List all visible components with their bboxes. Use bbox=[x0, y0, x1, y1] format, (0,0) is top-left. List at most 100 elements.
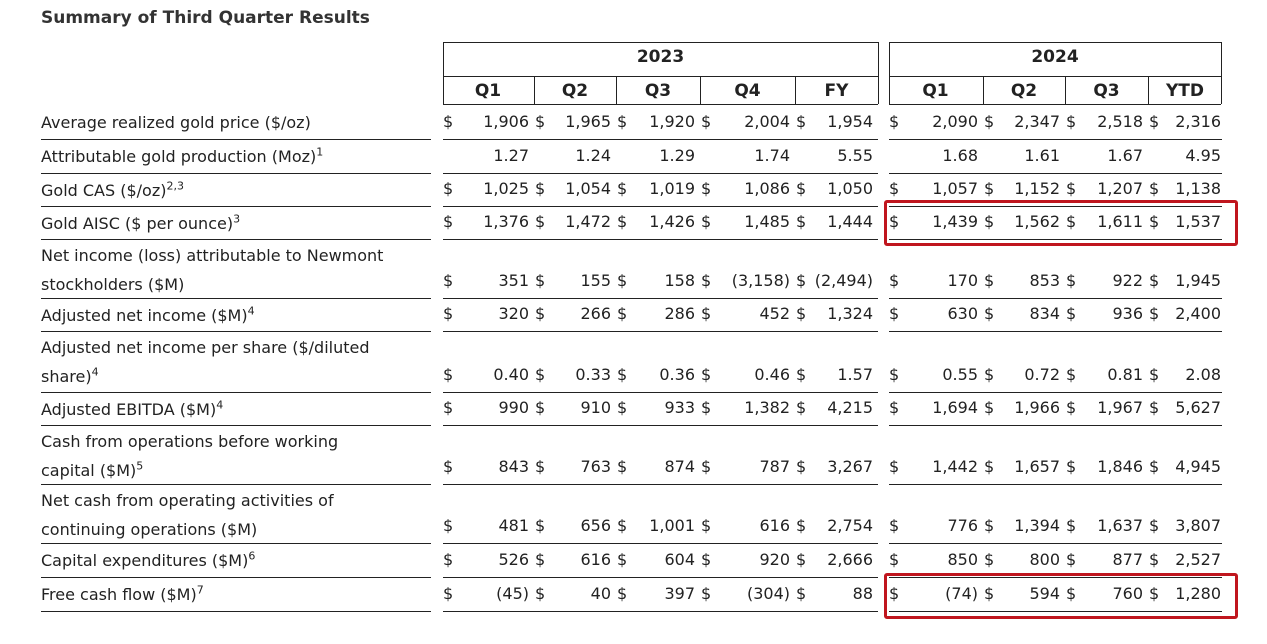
cell-value: 1.67 bbox=[1107, 146, 1143, 165]
header-top-border bbox=[443, 42, 878, 43]
row-label: Net cash from operating activities of con… bbox=[41, 486, 431, 544]
currency-symbol: $ bbox=[1066, 271, 1077, 290]
table-cell: $0.72 bbox=[984, 360, 1060, 389]
table-cell: $ (3,158) bbox=[701, 266, 790, 295]
cell-value: 1,057 bbox=[932, 179, 978, 198]
table-cell: $ (74) bbox=[889, 579, 978, 608]
cell-value: 266 bbox=[580, 304, 611, 323]
row-label-line: Net cash from operating activities of bbox=[41, 491, 334, 510]
row-divider bbox=[889, 173, 1222, 174]
cell-value: 0.72 bbox=[1024, 365, 1060, 384]
table-cell: $933 bbox=[617, 393, 695, 422]
cell-value: 922 bbox=[1112, 271, 1143, 290]
currency-symbol: $ bbox=[535, 179, 546, 198]
currency-symbol: $ bbox=[617, 179, 628, 198]
row-divider bbox=[41, 392, 431, 393]
row-divider bbox=[41, 173, 431, 174]
table-cell: $1,965 bbox=[535, 107, 611, 136]
row-label: Capital expenditures ($M)6 bbox=[41, 546, 431, 575]
cell-value: 1,394 bbox=[1014, 516, 1060, 535]
cell-value: (2,494) bbox=[814, 271, 873, 290]
table-cell: $5,627 bbox=[1149, 393, 1221, 422]
row-divider bbox=[889, 206, 1222, 207]
table-cell: $616 bbox=[701, 511, 790, 540]
table-cell: $2,004 bbox=[701, 107, 790, 136]
cell-value: 4,215 bbox=[827, 398, 873, 417]
cell-value: 776 bbox=[947, 516, 978, 535]
currency-symbol: $ bbox=[617, 398, 628, 417]
column-divider bbox=[616, 76, 617, 104]
table-cell: $1,444 bbox=[796, 207, 873, 236]
currency-symbol: $ bbox=[617, 112, 628, 131]
cell-value: 1.24 bbox=[575, 146, 611, 165]
cell-value: 320 bbox=[498, 304, 529, 323]
row-label: Adjusted EBITDA ($M)4 bbox=[41, 395, 431, 424]
cell-value: 1.61 bbox=[1024, 146, 1060, 165]
cell-value: 2.08 bbox=[1185, 365, 1221, 384]
table-cell: $920 bbox=[701, 545, 790, 574]
table-cell: $1,846 bbox=[1066, 452, 1143, 481]
currency-symbol: $ bbox=[617, 550, 628, 569]
row-label-line: Average realized gold price ($/oz) bbox=[41, 113, 311, 132]
cell-value: 1,439 bbox=[932, 212, 978, 231]
header-side-border bbox=[878, 42, 879, 104]
cell-value: 1,442 bbox=[932, 457, 978, 476]
currency-symbol: $ bbox=[443, 584, 454, 603]
header-side-border bbox=[1221, 42, 1222, 104]
footnote-marker: 7 bbox=[196, 583, 204, 597]
table-cell: $922 bbox=[1066, 266, 1143, 295]
cell-value: 1,920 bbox=[649, 112, 695, 131]
cell-value: 877 bbox=[1112, 550, 1143, 569]
row-divider bbox=[889, 298, 1222, 299]
table-cell: $1,472 bbox=[535, 207, 611, 236]
cell-value: 853 bbox=[1029, 271, 1060, 290]
column-header: Q1 bbox=[474, 81, 502, 101]
currency-symbol: $ bbox=[535, 457, 546, 476]
cell-value: 5,627 bbox=[1175, 398, 1221, 417]
currency-symbol: $ bbox=[701, 584, 712, 603]
row-divider bbox=[443, 331, 878, 332]
row-divider bbox=[41, 611, 431, 612]
currency-symbol: $ bbox=[984, 112, 995, 131]
currency-symbol: $ bbox=[1066, 550, 1077, 569]
cell-value: 40 bbox=[590, 584, 611, 603]
footnote-marker: 4 bbox=[216, 398, 224, 412]
cell-value: 2,754 bbox=[827, 516, 873, 535]
table-cell: $1,426 bbox=[617, 207, 695, 236]
table-cell: 1.67 bbox=[1066, 141, 1143, 170]
table-cell: $2.08 bbox=[1149, 360, 1221, 389]
table-cell: $0.33 bbox=[535, 360, 611, 389]
header-mid-border bbox=[443, 76, 878, 77]
currency-symbol: $ bbox=[984, 179, 995, 198]
table-cell: $1,537 bbox=[1149, 207, 1221, 236]
currency-symbol: $ bbox=[1066, 457, 1077, 476]
currency-symbol: $ bbox=[535, 516, 546, 535]
column-divider bbox=[1148, 76, 1149, 104]
table-cell: $1,001 bbox=[617, 511, 695, 540]
row-divider bbox=[41, 543, 431, 544]
table-cell: $763 bbox=[535, 452, 611, 481]
row-label-line: Attributable gold production (Moz)1 bbox=[41, 145, 324, 166]
currency-symbol: $ bbox=[443, 179, 454, 198]
table-cell: $40 bbox=[535, 579, 611, 608]
row-label-line: stockholders ($M) bbox=[41, 275, 185, 294]
currency-symbol: $ bbox=[984, 271, 995, 290]
row-divider bbox=[889, 239, 1222, 240]
table-cell: $2,527 bbox=[1149, 545, 1221, 574]
cell-value: 1,637 bbox=[1097, 516, 1143, 535]
column-header: YTD bbox=[1165, 81, 1205, 101]
table-cell: $2,316 bbox=[1149, 107, 1221, 136]
year-header: 2023 bbox=[636, 47, 685, 67]
table-cell: $1,637 bbox=[1066, 511, 1143, 540]
table-cell: $0.46 bbox=[701, 360, 790, 389]
highlight-fcf-2024 bbox=[884, 573, 1238, 619]
page-title: Summary of Third Quarter Results bbox=[41, 8, 370, 28]
row-divider bbox=[889, 484, 1222, 485]
row-label: Net income (loss) attributable to Newmon… bbox=[41, 241, 431, 299]
currency-symbol: $ bbox=[984, 212, 995, 231]
currency-symbol: $ bbox=[535, 398, 546, 417]
currency-symbol: $ bbox=[701, 112, 712, 131]
table-cell: $0.40 bbox=[443, 360, 529, 389]
table-cell: $266 bbox=[535, 299, 611, 328]
currency-symbol: $ bbox=[1149, 398, 1160, 417]
